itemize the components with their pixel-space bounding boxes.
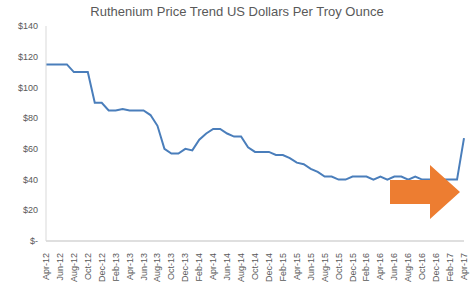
svg-text:$80: $80 xyxy=(23,113,38,123)
svg-text:Feb-13: Feb-13 xyxy=(111,253,121,282)
svg-text:Jun-14: Jun-14 xyxy=(222,253,232,281)
svg-text:Apr-13: Apr-13 xyxy=(125,253,135,280)
svg-text:Apr-17: Apr-17 xyxy=(459,253,466,280)
svg-text:Aug-13: Aug-13 xyxy=(152,253,162,282)
svg-text:$100: $100 xyxy=(18,83,38,93)
svg-text:Oct-15: Oct-15 xyxy=(334,253,344,280)
svg-text:$120: $120 xyxy=(18,52,38,62)
svg-text:Jun-16: Jun-16 xyxy=(389,253,399,281)
svg-text:Dec-12: Dec-12 xyxy=(97,253,107,282)
svg-text:Feb-16: Feb-16 xyxy=(361,253,371,282)
svg-text:$20: $20 xyxy=(23,205,38,215)
html-text:Ruthenium Price Trend US Dolla: Ruthenium Price Trend US Dollars Per Tro… xyxy=(90,4,384,19)
svg-text:$140: $140 xyxy=(18,21,38,31)
svg-text:Aug-14: Aug-14 xyxy=(236,253,246,282)
svg-text:Jun-13: Jun-13 xyxy=(139,253,149,281)
svg-text:Feb-14: Feb-14 xyxy=(194,253,204,282)
svg-text:$-: $- xyxy=(30,236,38,246)
svg-text:Feb-17: Feb-17 xyxy=(445,253,455,282)
svg-text:Dec-16: Dec-16 xyxy=(431,253,441,282)
svg-text:Aug-12: Aug-12 xyxy=(69,253,79,282)
svg-text:Dec-13: Dec-13 xyxy=(180,253,190,282)
svg-text:Dec-14: Dec-14 xyxy=(264,253,274,282)
svg-text:$60: $60 xyxy=(23,144,38,154)
svg-text:Oct-13: Oct-13 xyxy=(166,253,176,280)
svg-text:Jun-12: Jun-12 xyxy=(55,253,65,281)
svg-text:$40: $40 xyxy=(23,175,38,185)
svg-text:Apr-14: Apr-14 xyxy=(208,253,218,280)
svg-text:Jun-15: Jun-15 xyxy=(306,253,316,281)
svg-text:Apr-16: Apr-16 xyxy=(375,253,385,280)
svg-text:Oct-14: Oct-14 xyxy=(250,253,260,280)
svg-text:Apr-15: Apr-15 xyxy=(292,253,302,280)
svg-text:Dec-15: Dec-15 xyxy=(348,253,358,282)
svg-text:Aug-16: Aug-16 xyxy=(403,253,413,282)
svg-text:Oct-16: Oct-16 xyxy=(417,253,427,280)
svg-text:Aug-15: Aug-15 xyxy=(320,253,330,282)
svg-text:Apr-12: Apr-12 xyxy=(41,253,51,280)
svg-text:Oct-12: Oct-12 xyxy=(83,253,93,280)
svg-text:Feb-15: Feb-15 xyxy=(278,253,288,282)
